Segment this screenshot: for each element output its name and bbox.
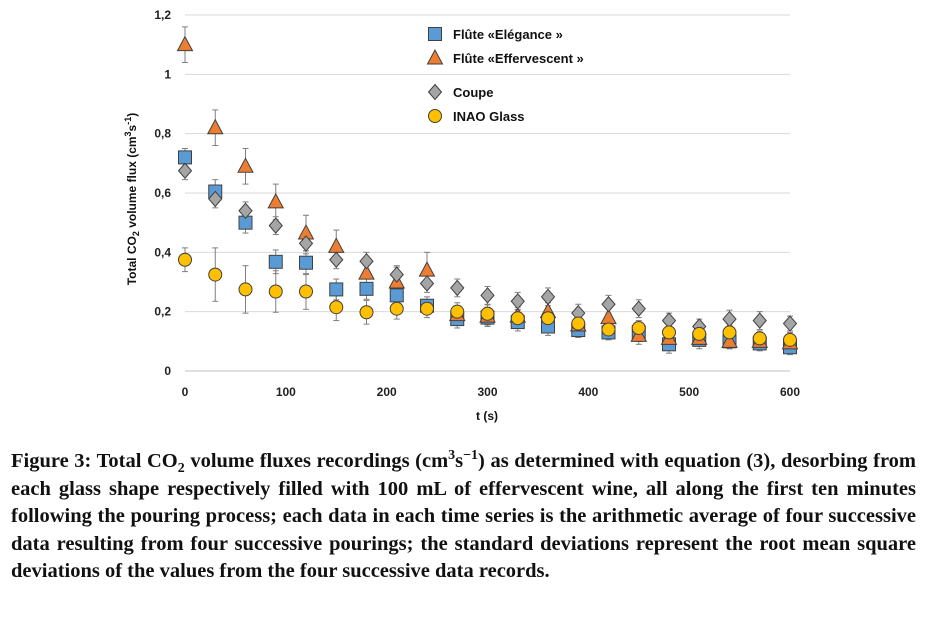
diamond-data-point	[208, 190, 223, 208]
circle-data-point	[389, 301, 404, 316]
legend-label: INAO Glass	[453, 109, 525, 124]
circle-data-point	[359, 305, 374, 320]
data-markers	[176, 35, 799, 355]
x-tick-label: 500	[679, 385, 699, 399]
circle-data-point	[601, 322, 616, 337]
legend-square-icon	[428, 27, 442, 41]
circle-data-point	[480, 306, 495, 321]
diamond-data-point	[510, 293, 525, 310]
chart: 0 0,2 0,4 0,6 0,8 1 1,2 0 100 200 300 400 500 600 Flû…	[123, 8, 800, 423]
diamond-data-point	[450, 279, 465, 297]
circle-data-point	[662, 325, 676, 340]
triangle-data-point	[418, 261, 436, 277]
error-bars	[182, 26, 793, 356]
diamond-data-point	[298, 235, 314, 252]
circle-data-point	[571, 316, 586, 331]
diamond-data-point	[631, 300, 646, 317]
x-tick-label: 200	[377, 385, 397, 399]
diamond-data-point	[359, 252, 374, 270]
circle-data-point	[208, 267, 223, 282]
y-tick-label: 0,4	[154, 245, 171, 259]
triangle-data-point	[206, 118, 224, 135]
diamond-data-point	[419, 275, 435, 292]
square-data-point	[389, 288, 404, 303]
circle-data-point	[541, 311, 555, 326]
scatter-chart-svg: 0 0,2 0,4 0,6 0,8 1 1,2 0 100 200 300 400 500 600 Flû…	[123, 8, 800, 423]
diamond-data-point	[268, 217, 283, 234]
diamond-data-point	[782, 315, 798, 332]
legend-entry: Flûte «Effervescent »	[426, 48, 584, 66]
square-data-point	[178, 150, 192, 165]
triangle-data-point	[327, 237, 345, 253]
circle-data-point	[510, 311, 525, 326]
diamond-data-point	[238, 202, 253, 220]
square-data-point	[268, 254, 283, 269]
legend-circle-icon	[428, 109, 442, 123]
diamond-data-point	[329, 251, 344, 269]
triangle-data-point	[176, 35, 194, 52]
legend-entry: Coupe	[427, 83, 493, 101]
legend-label: Flûte «Effervescent »	[453, 51, 584, 66]
circle-data-point	[420, 301, 434, 316]
legend-label: Coupe	[453, 85, 493, 100]
square-data-point	[359, 281, 374, 296]
diamond-data-point	[601, 295, 616, 313]
circle-data-point	[722, 325, 737, 340]
legend: Flûte «Elégance » Flûte «Effervescent » Co…	[426, 27, 584, 124]
circle-data-point	[783, 332, 797, 347]
circle-data-point	[268, 284, 283, 299]
diamond-data-point	[480, 287, 495, 304]
y-tick-label: 1	[164, 67, 171, 81]
triangle-data-point	[237, 157, 254, 173]
circle-data-point	[692, 326, 707, 341]
y-tick-label: 0,2	[154, 305, 171, 319]
legend-triangle-icon	[426, 48, 444, 65]
diamond-data-point	[389, 266, 404, 283]
circle-data-point	[178, 252, 192, 267]
legend-label: Flûte «Elégance »	[453, 27, 563, 42]
x-tick-label: 400	[578, 385, 598, 399]
y-axis-title: Total CO2 volume flux (cm3s-1)	[123, 113, 141, 286]
gridlines	[185, 14, 790, 372]
diamond-data-point	[177, 162, 193, 180]
square-data-point	[299, 255, 313, 270]
triangle-data-point	[267, 192, 285, 209]
legend-entry: INAO Glass	[428, 109, 525, 124]
x-tick-label: 100	[276, 385, 296, 399]
tick-labels: 0 0,2 0,4 0,6 0,8 1 1,2 0 100 200 300 400 500 600	[154, 8, 800, 399]
x-tick-label: 300	[477, 385, 497, 399]
y-tick-label: 0,6	[154, 186, 171, 200]
y-tick-label: 0,8	[154, 127, 171, 141]
legend-diamond-icon	[427, 83, 443, 101]
triangle-data-point	[721, 332, 738, 348]
x-tick-label: 0	[182, 385, 189, 399]
circle-data-point	[299, 284, 313, 299]
triangle-data-point	[358, 264, 375, 280]
diamond-data-point	[540, 288, 556, 306]
square-data-point	[329, 282, 344, 297]
y-tick-label: 0	[164, 364, 171, 378]
legend-entry: Flûte «Elégance »	[428, 27, 563, 42]
figure-caption: Figure 3: Total CO2 volume fluxes record…	[11, 448, 917, 582]
x-tick-label: 600	[780, 385, 800, 399]
circle-data-point	[752, 331, 767, 346]
y-tick-label: 1,2	[154, 8, 171, 22]
circle-data-point	[450, 304, 465, 319]
circle-data-point	[631, 320, 646, 335]
diamond-data-point	[752, 312, 767, 329]
diamond-data-point	[722, 310, 737, 328]
circle-data-point	[329, 300, 344, 315]
circle-data-point	[238, 282, 253, 297]
x-axis-title: t (s)	[476, 409, 498, 423]
